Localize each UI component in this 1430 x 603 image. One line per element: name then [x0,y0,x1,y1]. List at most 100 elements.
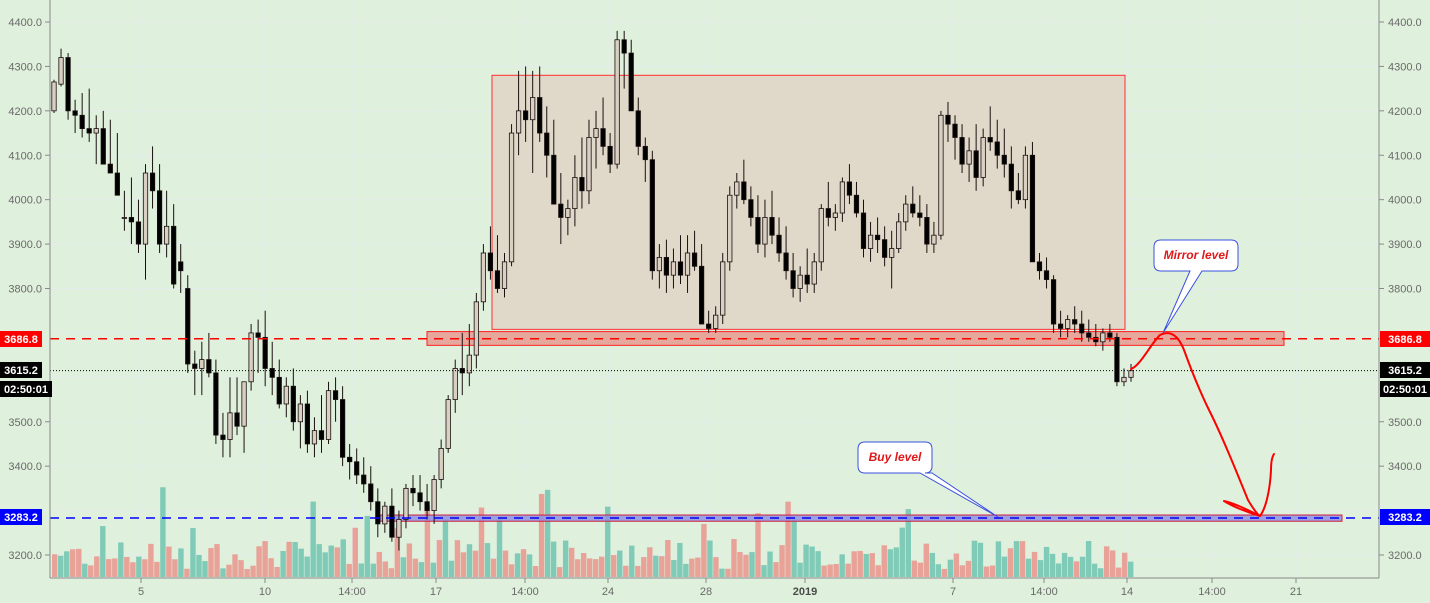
candle [966,137,972,182]
callouts[interactable]: Mirror level Buy level [857,239,1239,518]
volume-bar [256,546,262,577]
buy-zone[interactable] [379,514,1343,522]
volume-bar [791,519,797,577]
candle [227,377,233,458]
annotation-boxes[interactable] [379,74,1343,522]
volume-bar [442,519,449,577]
volume-bar [412,558,419,577]
y-tick-label-left: 3800.0 [8,284,42,296]
volume-bar [556,567,563,577]
volume-bar [1013,541,1020,577]
volume-bar [653,555,659,577]
x-tick-label: 28 [700,586,712,598]
range-box[interactable] [491,74,1126,330]
y-axis-left[interactable]: 4400.0 4300.0 4200.0 4100.0 4000.0 3900.0 3800… [8,17,50,562]
y-tick-label-right: 4100.0 [1388,150,1422,162]
volume-bar [1073,561,1080,577]
volume-bar [719,568,725,577]
candle [1093,324,1099,347]
candle [135,199,142,253]
mirror-callout-bubble [1153,239,1239,334]
candle [706,310,712,333]
volume-bar [178,548,184,577]
volume-bar [935,564,942,577]
x-tick-label: 14:00 [1198,586,1226,598]
candle [164,190,170,258]
y-axis-right[interactable]: 4400.0 4300.0 4200.0 4100.0 4000.0 3900.0 3800… [1379,17,1422,562]
volume-bar [94,556,100,577]
candle [839,177,845,222]
x-tick-label: 10 [259,586,271,598]
volume-bar [208,548,214,577]
volume-bar [887,549,893,577]
buy-callout-text: Buy level [869,450,922,464]
volume-bar [773,562,779,577]
volume-bar [749,552,755,577]
candle [586,119,592,205]
candle [790,252,796,298]
volume-bar [262,541,268,577]
candle [889,230,895,289]
volume-bar [58,555,64,577]
current-price-tag-left-text: 3615.2 [4,365,38,377]
volume-bar [827,564,833,577]
candle [544,106,550,178]
y-tick-label-right: 4000.0 [1388,195,1422,207]
volume-bar [514,553,521,577]
mirror-level-callout[interactable]: Mirror level [1153,239,1239,334]
volume-bar [851,551,857,577]
volume-bar [647,547,653,577]
volume-bar [586,558,593,577]
volume-bar [190,528,196,577]
support-tag-left-text: 3283.2 [4,512,38,524]
candle [882,226,888,267]
candle [677,235,684,285]
volume-bar [214,544,220,577]
volume-bar [292,542,298,577]
volume-bar [202,561,208,577]
volume-bar [1001,556,1008,577]
x-axis[interactable]: 5 10 14:00 17 14:00 24 28 2019 7 14:00 14 14:00 21 [138,578,1302,598]
volume-bar [286,541,292,577]
candle [220,412,226,458]
x-tick-label: 2019 [793,586,817,598]
candle [572,155,578,227]
volume-bar [1049,553,1056,577]
volume-bar [502,550,509,577]
candle [262,310,268,387]
volume-bar [274,566,280,577]
volume-bar [641,557,647,577]
candle [107,119,113,174]
current-price-tag-left: 3615.2 [0,362,42,378]
volume-bar [64,551,70,577]
volume-bar [1103,546,1110,577]
volume-bar [328,545,334,577]
y-tick-label-right: 3200.0 [1388,550,1422,562]
volume-bar [352,527,358,577]
candle [361,457,367,493]
price-tags: 3686.8 3615.2 02:50:01 3283.2 3686.8 361… [0,331,1430,525]
volume-bar [580,553,587,577]
volume-bar [1067,556,1074,577]
candle [382,501,388,533]
candle [290,368,296,431]
volume-bar [394,528,401,577]
volume-bar [520,549,527,577]
projection-curve[interactable] [1130,332,1261,517]
volume-bar [52,554,58,577]
volume-bar [424,505,431,577]
buy-level-callout[interactable]: Buy level [857,441,999,518]
y-tick-label-left: 4400.0 [8,17,42,29]
candle [501,252,508,298]
volume-bar [346,563,352,577]
volume-bar [460,552,467,577]
volume-bar [593,559,599,577]
volume-bar [761,565,767,577]
volume-bar [815,551,821,577]
projection-path[interactable] [1130,332,1275,517]
volume-bar [911,560,917,577]
volume-bar [809,546,815,577]
volume-bar [316,544,322,577]
candle [508,124,515,267]
